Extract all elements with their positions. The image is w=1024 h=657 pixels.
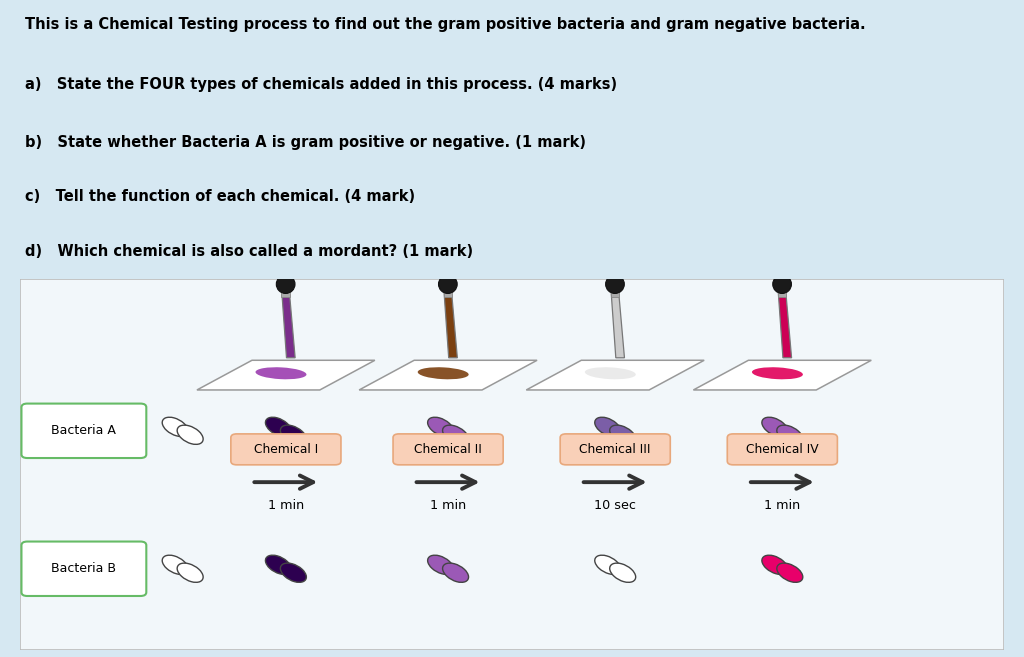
Ellipse shape <box>777 563 803 582</box>
Ellipse shape <box>442 425 469 444</box>
Ellipse shape <box>281 563 306 582</box>
Ellipse shape <box>762 555 787 574</box>
Polygon shape <box>282 292 290 296</box>
Ellipse shape <box>609 425 636 444</box>
Ellipse shape <box>762 417 787 436</box>
Text: d)   Which chemical is also called a mordant? (1 mark): d) Which chemical is also called a morda… <box>26 244 473 259</box>
Ellipse shape <box>276 275 295 294</box>
Ellipse shape <box>428 555 454 574</box>
FancyBboxPatch shape <box>20 279 1004 650</box>
Text: 1 min: 1 min <box>430 499 466 512</box>
Polygon shape <box>359 360 537 390</box>
Ellipse shape <box>585 367 636 379</box>
Polygon shape <box>526 360 705 390</box>
Ellipse shape <box>595 417 621 436</box>
Ellipse shape <box>605 275 625 294</box>
FancyBboxPatch shape <box>727 434 838 465</box>
Ellipse shape <box>256 367 306 379</box>
Ellipse shape <box>418 367 469 379</box>
Polygon shape <box>693 360 871 390</box>
Text: Chemical IV: Chemical IV <box>746 443 818 456</box>
FancyBboxPatch shape <box>560 434 671 465</box>
Text: c)   Tell the function of each chemical. (4 mark): c) Tell the function of each chemical. (… <box>26 189 416 204</box>
Ellipse shape <box>609 563 636 582</box>
Text: Bacteria B: Bacteria B <box>51 562 117 576</box>
Polygon shape <box>444 293 458 358</box>
FancyBboxPatch shape <box>393 434 503 465</box>
Ellipse shape <box>428 417 454 436</box>
Text: 10 sec: 10 sec <box>594 499 636 512</box>
Ellipse shape <box>773 275 792 294</box>
Polygon shape <box>611 293 625 358</box>
Ellipse shape <box>595 555 621 574</box>
Ellipse shape <box>281 425 306 444</box>
Ellipse shape <box>162 555 188 574</box>
Ellipse shape <box>177 425 203 444</box>
FancyBboxPatch shape <box>230 434 341 465</box>
Polygon shape <box>443 292 453 296</box>
Text: b)   State whether Bacteria A is gram positive or negative. (1 mark): b) State whether Bacteria A is gram posi… <box>26 135 587 150</box>
Text: a)   State the FOUR types of chemicals added in this process. (4 marks): a) State the FOUR types of chemicals add… <box>26 78 617 93</box>
Ellipse shape <box>442 563 469 582</box>
Ellipse shape <box>777 425 803 444</box>
Text: Chemical I: Chemical I <box>254 443 318 456</box>
Ellipse shape <box>177 563 203 582</box>
Text: Chemical III: Chemical III <box>580 443 651 456</box>
Polygon shape <box>778 292 786 296</box>
Ellipse shape <box>265 417 292 436</box>
Polygon shape <box>610 292 620 296</box>
Polygon shape <box>197 360 375 390</box>
Polygon shape <box>778 293 792 358</box>
Ellipse shape <box>265 555 292 574</box>
Text: 1 min: 1 min <box>764 499 801 512</box>
Text: Chemical II: Chemical II <box>414 443 482 456</box>
FancyBboxPatch shape <box>22 541 146 596</box>
Polygon shape <box>282 293 295 358</box>
Ellipse shape <box>162 417 188 436</box>
Ellipse shape <box>752 367 803 379</box>
Text: 1 min: 1 min <box>267 499 304 512</box>
Ellipse shape <box>438 275 457 294</box>
FancyBboxPatch shape <box>22 403 146 458</box>
Text: Bacteria A: Bacteria A <box>51 424 117 438</box>
Text: This is a Chemical Testing process to find out the gram positive bacteria and gr: This is a Chemical Testing process to fi… <box>26 18 866 32</box>
